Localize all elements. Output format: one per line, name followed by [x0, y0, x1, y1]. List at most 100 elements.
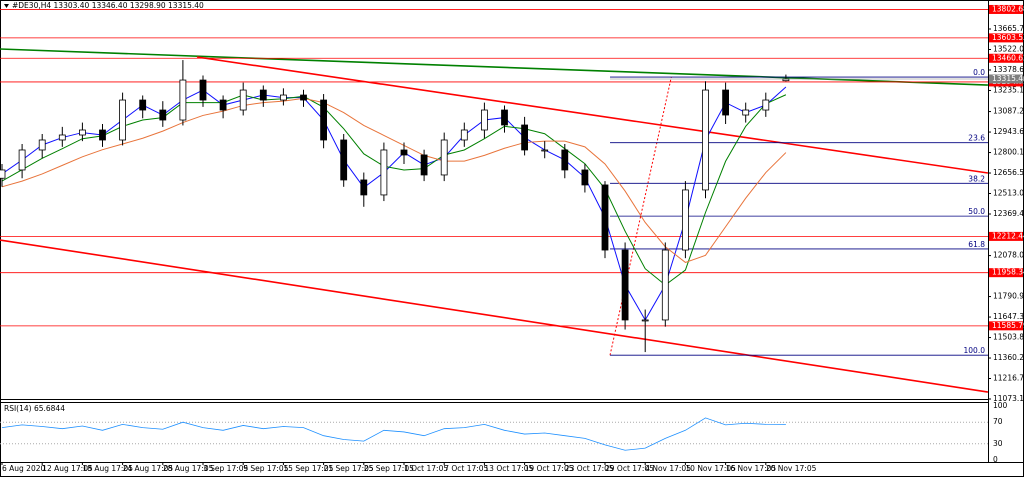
candle-body	[641, 319, 649, 322]
rsi-tick-label: 30	[993, 439, 1003, 448]
fib-label: 61.8	[968, 240, 985, 249]
y-tick-label: 12656.55	[993, 168, 1024, 177]
candle-body	[762, 99, 770, 111]
x-tick-label: 16 Nov 17:05	[726, 464, 777, 473]
x-tick-label: 24 Aug 17:05	[123, 464, 174, 473]
candle-body	[320, 99, 328, 141]
candle-body	[159, 109, 167, 121]
x-tick-label: 15 Sep 17:05	[283, 464, 333, 473]
candle-body	[722, 89, 729, 116]
y-tick-label: 13522.00	[993, 45, 1024, 54]
y-tick-label: 13665.75	[993, 24, 1024, 33]
candle-body	[501, 109, 508, 126]
candle-body	[0, 169, 6, 179]
y-tick-label: 11360.25	[993, 353, 1024, 362]
candle-body	[340, 139, 348, 181]
trendline	[0, 239, 989, 393]
candle-body	[621, 249, 629, 321]
moving-average	[1, 97, 787, 264]
candle-body	[99, 129, 106, 141]
x-tick-label: 1 Oct 17:05	[404, 464, 448, 473]
menu-arrow	[4, 4, 9, 8]
level-label: 13460.62	[992, 53, 1024, 62]
x-tick-label: 20 Nov 17:05	[766, 464, 817, 473]
candle-body	[239, 89, 247, 111]
y-tick-label: 11073.15	[993, 394, 1024, 403]
candle-body	[199, 79, 207, 101]
candle-body	[58, 134, 66, 141]
y-tick-label: 12943.65	[993, 127, 1024, 136]
x-tick-label: 13 Oct 17:05	[484, 464, 533, 473]
candle-body	[139, 99, 147, 111]
candle-body	[601, 184, 609, 251]
bid-label: 13315.40	[992, 74, 1024, 83]
x-tick-label: 18 Aug 17:05	[82, 464, 133, 473]
rsi-tick-label: 100	[993, 401, 1008, 410]
chart-title: #DE30,H4 13303.40 13346.40 13298.90 1331…	[12, 1, 204, 10]
moving-average	[1, 86, 787, 321]
fib-label: 50.0	[968, 207, 985, 216]
level-label: 11958.34	[992, 268, 1024, 277]
moving-average	[1, 94, 787, 286]
bid-label-box	[989, 74, 1023, 84]
candle-body	[440, 139, 448, 176]
y-tick-label: 13087.20	[993, 107, 1024, 116]
level-label-box	[989, 268, 1023, 278]
level-label-box	[989, 231, 1023, 241]
candle-body	[279, 94, 287, 101]
candle-body	[541, 149, 549, 152]
x-tick-label: 28 Aug 17:05	[163, 464, 214, 473]
candle-body	[380, 149, 388, 196]
candle-body	[18, 149, 26, 171]
candle-body	[219, 99, 227, 111]
rsi-tick-label: 0	[993, 455, 998, 464]
level-label-box	[989, 321, 1023, 331]
candle-body	[581, 169, 589, 186]
x-tick-label: 23 Oct 17:05	[565, 464, 614, 473]
x-tick-label: 4 Nov 17:05	[645, 464, 691, 473]
y-tick-label: 12369.45	[993, 209, 1024, 218]
candle-body	[179, 79, 187, 121]
level-label-box	[989, 4, 1023, 14]
fib-label: 100.0	[964, 346, 986, 355]
fib-label: 38.2	[968, 174, 985, 183]
candle-body	[259, 89, 267, 101]
candle-body	[661, 249, 669, 321]
level-label-box	[989, 53, 1023, 63]
fib-label: 23.6	[968, 134, 985, 143]
x-tick-label: 7 Oct 17:05	[444, 464, 488, 473]
level-label: 11585.79	[992, 321, 1024, 330]
y-tick-label: 13378.65	[993, 65, 1024, 74]
candle-body	[360, 179, 368, 196]
x-tick-label: 29 Oct 17:05	[605, 464, 654, 473]
x-tick-label: 6 Aug 2020	[2, 464, 45, 473]
x-tick-label: 25 Sep 17:05	[364, 464, 414, 473]
y-tick-label: 11647.35	[993, 312, 1024, 321]
fib-connector	[609, 76, 672, 356]
candle-body	[38, 139, 46, 151]
candle-body	[561, 149, 569, 171]
y-tick-label: 12800.10	[993, 148, 1024, 157]
y-tick-label: 13235.10	[993, 85, 1024, 94]
candle-body	[480, 109, 488, 131]
candle-body	[460, 129, 468, 141]
rsi-title: RSI(14) 65.6844	[4, 404, 65, 413]
x-tick-label: 9 Sep 17:05	[243, 464, 289, 473]
x-tick-label: 3 Sep 17:05	[203, 464, 249, 473]
rsi-tick-label: 70	[993, 417, 1003, 426]
y-tick-label: 11216.70	[993, 374, 1024, 383]
candle-body	[300, 94, 307, 101]
x-tick-label: 10 Nov 17:05	[685, 464, 736, 473]
candle-body	[702, 89, 709, 191]
candle-body	[79, 129, 86, 136]
candle-body	[420, 154, 428, 176]
level-label: 12212.44	[992, 231, 1024, 240]
x-tick-label: 12 Aug 17:05	[42, 464, 93, 473]
y-tick-label: 11503.80	[993, 333, 1024, 342]
x-tick-label: 19 Oct 17:05	[525, 464, 574, 473]
level-label: 13802.68	[992, 4, 1024, 13]
level-label: 13603.53	[992, 33, 1024, 42]
candle-body	[742, 109, 750, 116]
